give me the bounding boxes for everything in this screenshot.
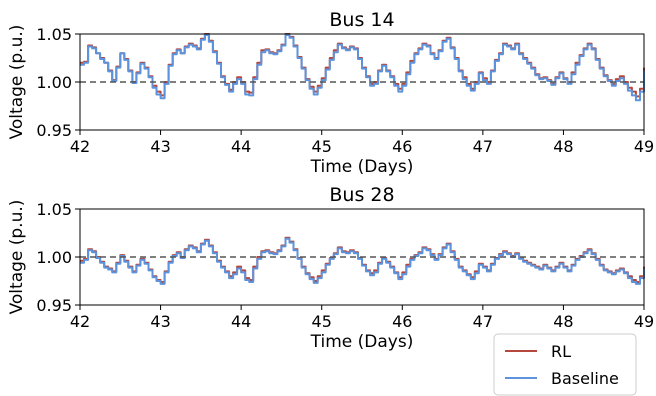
x-axis-label: Time (Days) <box>310 157 414 177</box>
series-line-baseline <box>80 239 644 284</box>
x-tick-label: 42 <box>70 137 90 156</box>
x-tick-label: 48 <box>553 312 573 331</box>
x-tick-label: 42 <box>70 312 90 331</box>
legend-label-baseline: Baseline <box>551 369 619 388</box>
chart-title: Bus 14 <box>329 9 394 31</box>
legend: RL Baseline <box>494 334 636 395</box>
y-tick-label: 0.95 <box>36 121 72 140</box>
chart-panel-1: 42 43 44 45 46 47 48 49 0.95 1.00 1.05 Bus 14 Time (… <box>7 9 654 177</box>
chart-title: Bus 28 <box>329 184 394 206</box>
x-tick-label: 49 <box>634 137 654 156</box>
x-tick-label: 45 <box>312 137 332 156</box>
x-tick-label: 47 <box>473 312 493 331</box>
x-tick-label: 47 <box>473 137 493 156</box>
x-tick-label: 49 <box>634 312 654 331</box>
y-tick-label: 0.95 <box>36 296 72 315</box>
y-tick-label: 1.05 <box>36 200 72 219</box>
x-axis-label: Time (Days) <box>310 332 414 352</box>
x-tick-label: 44 <box>231 312 251 331</box>
series-line-baseline <box>80 35 644 100</box>
y-tick-label: 1.00 <box>36 73 72 92</box>
x-tick-label: 48 <box>553 137 573 156</box>
y-axis-label: Voltage (p.u.) <box>7 25 27 140</box>
y-tick-label: 1.05 <box>36 25 72 44</box>
x-tick-label: 46 <box>392 312 412 331</box>
y-tick-label: 1.00 <box>36 248 72 267</box>
chart-panel-2: 42 43 44 45 46 47 48 49 0.95 1.00 1.05 Bus 28 Time (… <box>7 184 654 352</box>
y-axis-label: Voltage (p.u.) <box>7 200 27 315</box>
x-tick-label: 46 <box>392 137 412 156</box>
x-tick-label: 43 <box>150 137 170 156</box>
x-tick-label: 45 <box>312 312 332 331</box>
x-tick-label: 44 <box>231 137 251 156</box>
legend-label-rl: RL <box>551 342 571 361</box>
x-tick-label: 43 <box>150 312 170 331</box>
